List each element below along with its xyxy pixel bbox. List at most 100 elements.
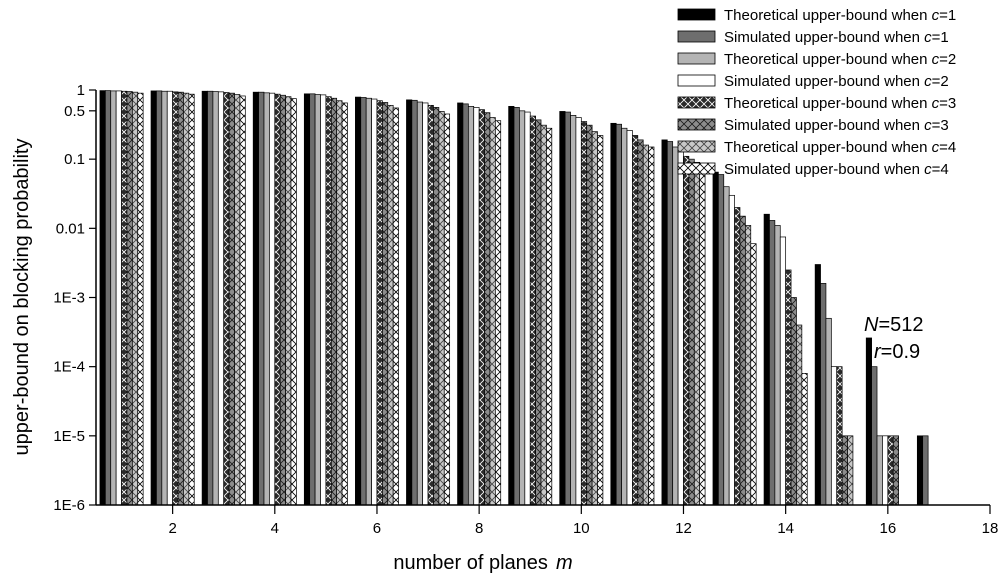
bar-series8-m6 [392,107,399,506]
bar-series2-m10 [564,111,571,506]
x-tick-label: 4 [271,520,279,537]
bar-series6-m2 [177,91,184,506]
bar-series1-m16 [865,337,872,506]
bar-series3-m4 [263,92,270,506]
legend-label-series6: Simulated upper-bound when c=3 [724,117,949,134]
bar-series4-m10 [575,117,582,506]
bar-series8-m7 [443,113,451,506]
y-tick-label: 1E-3 [53,290,85,307]
legend-label-series5: Theoretical upper-bound when c=3 [724,95,956,112]
annotation-n-value: =512 [878,314,923,336]
bar-series3-m6 [365,97,372,506]
bar-series1-m17 [916,435,924,506]
x-tick-label: 16 [879,520,896,537]
bar-series1-m5 [303,93,311,506]
bar-series4-m14 [779,236,787,506]
bar-series2-m12 [666,141,674,506]
bar-series6-m12 [688,158,695,506]
bar-series5-m5 [325,96,332,506]
bar-series7-m10 [591,131,598,506]
bar-series2-m2 [156,90,163,506]
legend-swatch-series2 [677,30,716,43]
legend-swatch-series4 [677,74,716,87]
legend-label-series4: Simulated upper-bound when c=2 [724,73,949,90]
bar-series7-m11 [642,144,649,506]
y-tick-label: 0.01 [56,220,85,237]
bar-series7-m2 [183,92,190,506]
bar-series4-m15 [830,366,838,506]
bar-series7-m12 [693,161,701,506]
bar-series2-m7 [411,99,418,506]
bar-series5-m16 [887,435,894,506]
bar-series7-m6 [387,104,394,506]
bar-series4-m9 [524,111,531,506]
y-tick-label: 1E-4 [53,359,85,376]
bar-series2-m9 [513,107,520,506]
y-tick-label: 0.5 [64,103,85,120]
bar-series5-m10 [580,121,588,506]
bar-series4-m13 [728,194,735,506]
bar-series4-m6 [371,98,378,506]
bar-series1-m8 [457,102,464,506]
bar-series8-m3 [239,95,246,506]
bar-series2-m15 [820,283,827,506]
x-ticks: 2 4 6 8 10 12 14 16 18 [168,505,998,537]
bar-series6-m1 [126,91,133,506]
annotation-r-value: =0.9 [881,341,920,363]
legend-label-series8: Simulated upper-bound when c=4 [724,161,949,178]
y-tick-label: 1E-5 [53,428,85,445]
bar-series3-m8 [467,106,475,506]
bar-series4-m8 [473,107,480,506]
bar-series2-m4 [258,91,265,506]
bar-series7-m1 [131,91,139,506]
bar-series2-m13 [718,174,725,506]
x-tick-label: 10 [573,520,590,537]
bar-series5-m4 [274,93,281,506]
legend-label-series7: Theoretical upper-bound when c=4 [724,139,956,156]
bar-series2-m14 [769,220,776,506]
bar-series7-m15 [847,435,854,506]
bar-series7-m14 [796,324,803,506]
legend: Theoretical upper-bound when c=1 Simulate… [677,7,956,178]
bar-series5-m12 [683,155,690,506]
y-tick-label: 1E-6 [53,497,85,514]
y-tick-label: 1 [77,82,85,99]
bar-series2-m3 [207,90,214,506]
bar-series6-m14 [790,297,797,506]
bar-series7-m8 [489,117,496,506]
bar-series2-m8 [462,103,469,506]
bar-series1-m15 [814,264,821,506]
bar-series3-m16 [876,435,883,506]
bar-series6-m16 [892,435,899,506]
bar-series8-m14 [801,373,808,506]
legend-label-series1: Theoretical upper-bound when c=1 [724,7,956,24]
bar-series4-m3 [217,91,225,506]
bar-series3-m12 [672,146,679,506]
legend-swatch-series7 [677,140,716,153]
x-axis-title-text: number of planes [393,552,548,574]
y-ticks: 1 0.5 0.1 0.01 1E-3 1E-4 1E-5 1E-6 [53,82,96,514]
bar-series1-m7 [406,99,413,506]
annotation-r-var: r [874,341,882,363]
bar-series7-m7 [438,111,445,506]
bar-series4-m7 [422,102,429,506]
bar-series1-m2 [150,90,157,506]
bar-series2-m1 [104,90,112,506]
bar-series3-m5 [314,94,321,506]
bar-series8-m13 [750,243,757,506]
bar-series6-m9 [535,119,542,506]
bar-series5-m13 [734,207,741,506]
bar-series3-m10 [570,114,577,506]
bar-series8-m2 [188,93,195,506]
bar-series3-m2 [161,90,168,506]
bar-series6-m5 [330,97,338,506]
bar-series1-m10 [559,111,566,506]
bar-series8-m5 [341,102,348,506]
legend-swatch-series6 [677,118,716,131]
x-tick-label: 2 [168,520,176,537]
bar-series1-m12 [661,139,668,506]
bar-series2-m5 [309,93,316,506]
bar-series1-m13 [712,171,719,506]
bar-series8-m12 [699,165,706,506]
